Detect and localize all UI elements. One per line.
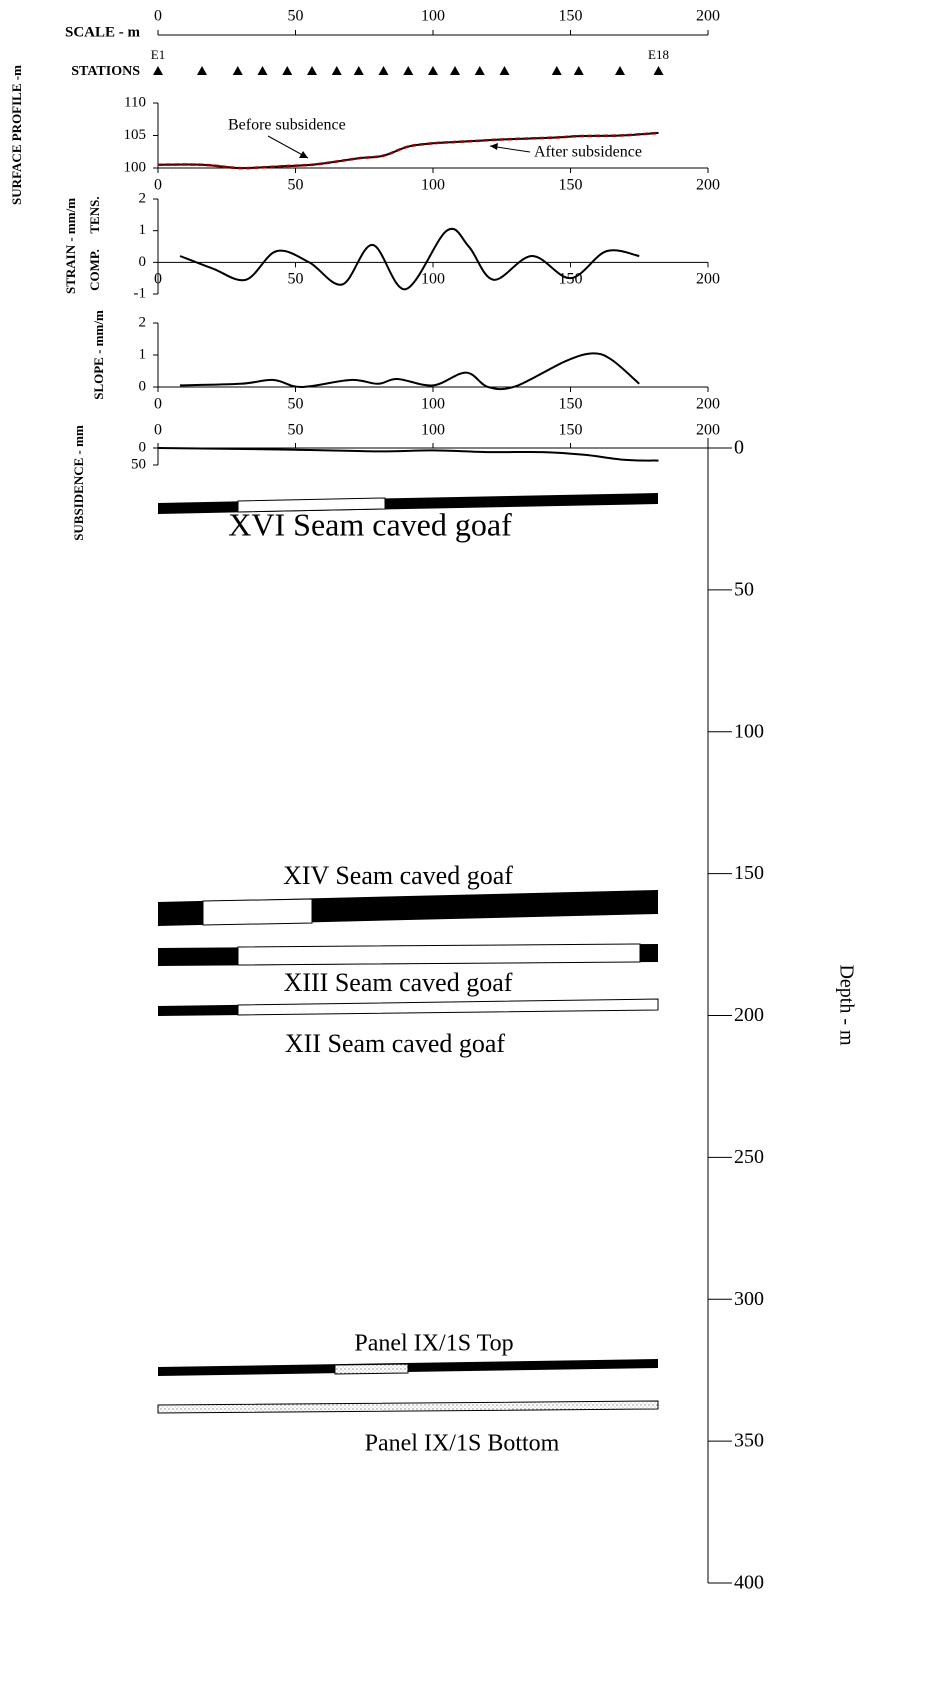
series-line [179,352,640,391]
x-tick-label: 0 [154,422,162,439]
y-tick-label: 0 [139,254,147,270]
station-marker [378,66,389,75]
seam-label: XVI Seam caved goaf [228,506,512,542]
x-tick-label: 100 [421,8,445,25]
axis-title: SCALE - m [65,24,141,40]
arrow-head [490,143,498,150]
y-tick-label: 0 [139,378,147,394]
y-axis-title: SLOPE - mm/m [91,310,106,400]
x-tick-label: 50 [288,271,304,288]
station-marker [551,66,562,75]
y-tick-label: -1 [134,285,147,301]
x-tick-label: 50 [288,8,304,25]
y-axis-title: SUBSIDENCE - mm [71,425,86,541]
y-tick-label: 0 [734,437,744,459]
x-tick-label: 150 [559,8,583,25]
seams [157,493,659,1414]
station-label: E18 [648,47,669,62]
x-tick-label: 50 [288,396,304,413]
x-tick-label: 100 [421,271,445,288]
y-axis-title: SURFACE PROFILE -m [9,65,24,205]
station-label: E1 [151,47,165,62]
x-tick-label: 200 [696,396,720,413]
y-tick-label: 100 [124,159,147,175]
x-tick-label: 100 [421,177,445,194]
y-tick-label: 0 [139,439,147,455]
station-marker [653,66,664,75]
station-marker [403,66,414,75]
x-tick-label: 150 [559,271,583,288]
y-tick-label: 300 [734,1288,764,1310]
seam-label: Panel IX/1S Top [354,1331,513,1357]
series-line [157,447,659,462]
seam-label: XII Seam caved goaf [285,1029,506,1058]
y-tick-label: 200 [734,1004,764,1026]
x-tick-label: 0 [154,177,162,194]
y-tick-label: 2 [139,314,147,330]
x-tick-label: 150 [559,177,583,194]
seam-label: XIII Seam caved goaf [284,968,513,997]
station-marker [282,66,293,75]
y-axis-subtitle: TENS. [87,196,102,233]
station-marker [353,66,364,75]
station-marker [307,66,317,75]
station-marker [232,66,243,75]
y-tick-label: 350 [734,1430,764,1452]
y-tick-label: 50 [131,456,146,472]
x-tick-label: 100 [421,396,445,413]
arrow-head [299,151,308,158]
x-tick-label: 50 [288,422,304,439]
legend-label: Before subsidence [228,117,346,134]
station-marker [153,66,163,75]
series-line [157,131,659,170]
y-tick-label: 100 [734,720,764,742]
station-marker [450,66,460,75]
station-marker [499,66,510,75]
x-tick-label: 150 [559,422,583,439]
legend-label: After subsidence [534,144,642,161]
y-tick-label: 1 [139,346,147,362]
y-tick-label: 250 [734,1146,764,1168]
y-tick-label: 150 [734,862,764,884]
seam-label: XIV Seam caved goaf [283,861,513,890]
x-tick-label: 200 [696,271,720,288]
station-marker [474,66,485,75]
x-tick-label: 200 [696,177,720,194]
x-tick-label: 0 [154,8,162,25]
y-axis-title: Depth - m [835,964,857,1046]
y-axis-title: STRAIN - mm/m [63,198,78,294]
y-tick-label: 400 [734,1572,764,1594]
station-marker [197,66,207,75]
y-axis-subtitle: COMP. [87,249,102,291]
x-tick-label: 200 [696,8,720,25]
axis-title: STATIONS [71,64,140,79]
station-marker [428,66,438,75]
station-marker [615,66,625,75]
y-tick-label: 2 [139,190,147,206]
station-marker [331,66,342,75]
y-tick-label: 1 [139,222,147,238]
x-tick-label: 100 [421,422,445,439]
series-line [179,227,640,291]
x-tick-label: 50 [288,177,304,194]
x-tick-label: 0 [154,271,162,288]
station-marker [573,66,584,75]
seam-label: Panel IX/1S Bottom [365,1431,560,1457]
y-tick-label: 50 [734,578,754,600]
x-tick-label: 150 [559,396,583,413]
station-marker [257,66,268,75]
y-tick-label: 105 [124,127,147,143]
y-tick-label: 110 [124,94,146,110]
x-tick-label: 200 [696,422,720,439]
x-tick-label: 0 [154,396,162,413]
